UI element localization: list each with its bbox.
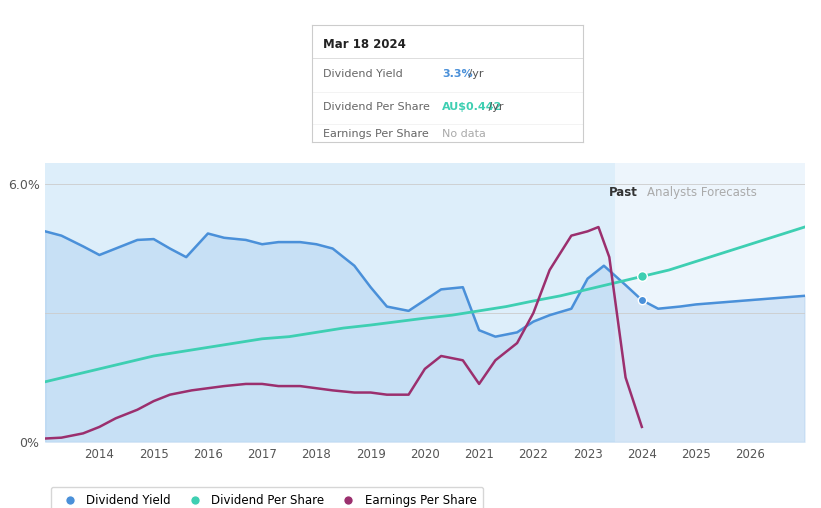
Text: 3.3%: 3.3% — [442, 70, 473, 79]
Text: Dividend Per Share: Dividend Per Share — [323, 102, 429, 112]
Bar — [615, 163, 642, 442]
Text: Mar 18 2024: Mar 18 2024 — [323, 38, 406, 51]
Bar — [45, 163, 642, 442]
Legend: Dividend Yield, Dividend Per Share, Earnings Per Share: Dividend Yield, Dividend Per Share, Earn… — [51, 487, 484, 508]
Text: Analysts Forecasts: Analysts Forecasts — [647, 186, 757, 199]
Text: AU$0.442: AU$0.442 — [442, 102, 502, 112]
Text: Earnings Per Share: Earnings Per Share — [323, 129, 429, 139]
Text: Past: Past — [608, 186, 638, 199]
Text: /yr: /yr — [465, 70, 484, 79]
Text: No data: No data — [442, 129, 486, 139]
Text: Dividend Yield: Dividend Yield — [323, 70, 402, 79]
Text: /yr: /yr — [485, 102, 504, 112]
Bar — [615, 163, 805, 442]
